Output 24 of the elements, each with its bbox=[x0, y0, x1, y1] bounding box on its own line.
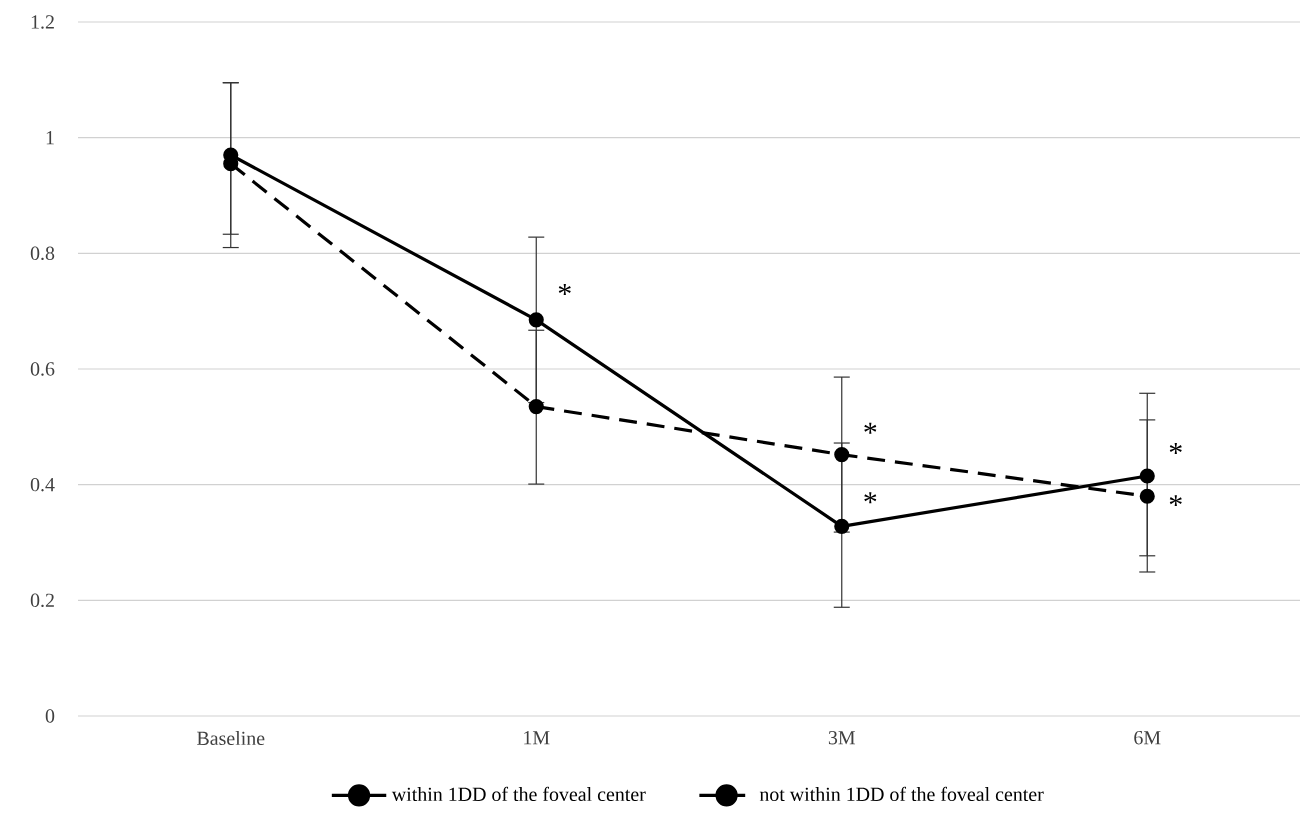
y-tick-label: 1.2 bbox=[31, 15, 54, 29]
x-tick-label: 6M bbox=[1134, 731, 1161, 745]
x-tick-label: 1M bbox=[524, 731, 550, 745]
y-tick-label: 0.6 bbox=[30, 362, 55, 376]
legend-label: not within 1DD of the foveal center bbox=[759, 786, 1044, 802]
point bbox=[834, 447, 850, 463]
annotation: * bbox=[1169, 443, 1182, 455]
x-tick-label: Baseline bbox=[197, 731, 265, 746]
annotation: * bbox=[1169, 495, 1182, 507]
point bbox=[528, 399, 544, 415]
point bbox=[528, 312, 544, 328]
annotation: * bbox=[864, 492, 877, 504]
annotation: * bbox=[558, 284, 571, 295]
y-tick-label: 1 bbox=[46, 131, 54, 145]
y-tick-label: 0 bbox=[45, 709, 55, 723]
y-tick-label: 0.2 bbox=[30, 593, 54, 608]
y-tick-label: 0.4 bbox=[30, 477, 55, 492]
point bbox=[1139, 468, 1155, 484]
point bbox=[1139, 488, 1155, 504]
point bbox=[834, 518, 850, 534]
y-tick-label: 0.8 bbox=[30, 246, 55, 261]
x-tick-label: 3M bbox=[828, 731, 856, 745]
annotation: * bbox=[864, 422, 877, 434]
legend-label: within 1DD of the foveal center bbox=[391, 786, 646, 802]
